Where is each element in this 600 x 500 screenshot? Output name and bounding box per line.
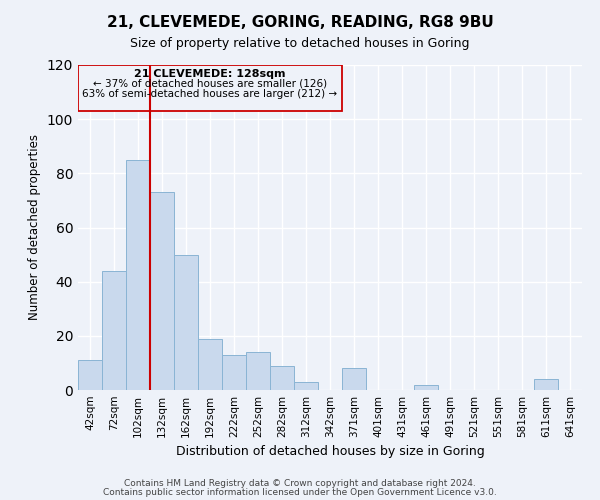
Bar (342, 368, 366, 390)
Bar (198, 338, 222, 390)
Text: Contains public sector information licensed under the Open Government Licence v3: Contains public sector information licen… (103, 488, 497, 497)
Bar (294, 382, 318, 390)
Text: 63% of semi-detached houses are larger (212) →: 63% of semi-detached houses are larger (… (82, 90, 338, 100)
X-axis label: Distribution of detached houses by size in Goring: Distribution of detached houses by size … (176, 446, 484, 458)
Bar (126, 160, 150, 390)
Bar (270, 366, 294, 390)
Bar (534, 379, 558, 390)
Bar (78, 360, 102, 390)
Bar (174, 254, 198, 390)
Text: ← 37% of detached houses are smaller (126): ← 37% of detached houses are smaller (12… (93, 78, 327, 88)
Bar (102, 271, 126, 390)
Text: 21 CLEVEMEDE: 128sqm: 21 CLEVEMEDE: 128sqm (134, 69, 286, 79)
Bar (222, 355, 246, 390)
Text: Size of property relative to detached houses in Goring: Size of property relative to detached ho… (130, 38, 470, 51)
FancyBboxPatch shape (78, 65, 342, 111)
Bar (414, 384, 438, 390)
Text: 21, CLEVEMEDE, GORING, READING, RG8 9BU: 21, CLEVEMEDE, GORING, READING, RG8 9BU (107, 15, 493, 30)
Bar (150, 192, 174, 390)
Y-axis label: Number of detached properties: Number of detached properties (28, 134, 41, 320)
Text: Contains HM Land Registry data © Crown copyright and database right 2024.: Contains HM Land Registry data © Crown c… (124, 479, 476, 488)
Bar (246, 352, 270, 390)
